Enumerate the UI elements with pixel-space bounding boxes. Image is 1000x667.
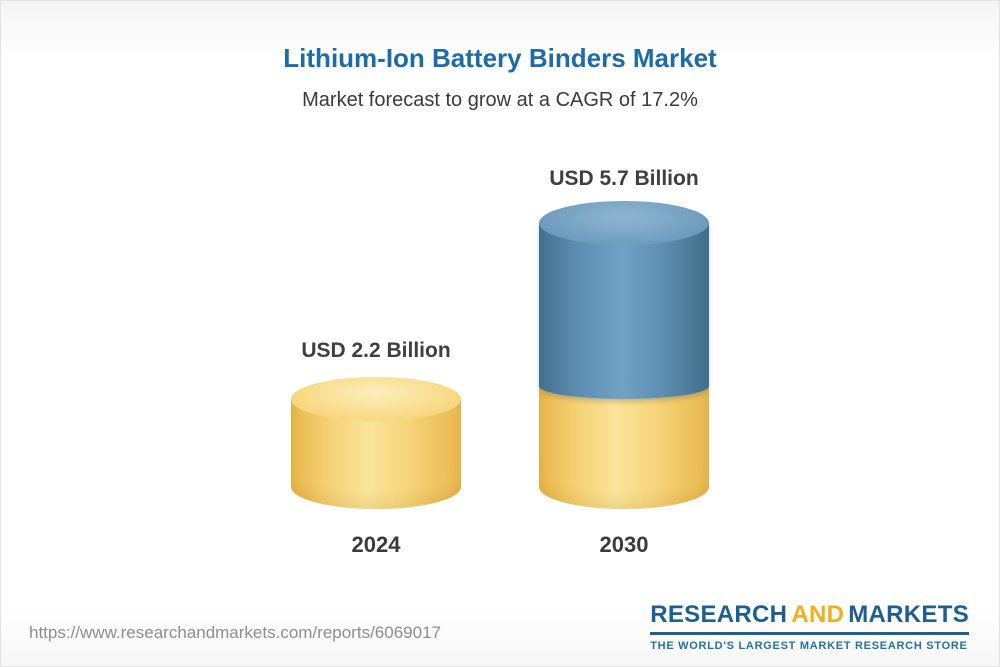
brand-tagline: THE WORLD'S LARGEST MARKET RESEARCH STOR…	[650, 640, 968, 652]
cylinder-2024	[291, 377, 461, 509]
brand-word-and: AND	[791, 601, 845, 628]
category-label-2030: 2030	[599, 532, 649, 557]
cylinder-2030-growth-segment	[539, 201, 709, 399]
cylinder-2024-cap	[291, 377, 461, 421]
brand-underline	[650, 632, 969, 635]
brand-wordmark: RESEARCH AND MARKETS	[650, 601, 969, 629]
cylinder-2030-cap	[539, 201, 709, 245]
value-label-2024: USD 2.2 Billion	[301, 339, 451, 362]
cylinder-2030-base-segment	[539, 385, 709, 509]
value-label-2030: USD 5.7 Billion	[549, 167, 699, 190]
brand-word-markets: MARKETS	[848, 601, 969, 628]
brand-logo: RESEARCH AND MARKETS THE WORLD'S LARGEST M…	[650, 601, 969, 652]
category-label-2024: 2024	[351, 532, 401, 557]
source-url[interactable]: https://www.researchandmarkets.com/repor…	[29, 623, 441, 642]
chart-subtitle: Market forecast to grow at a CAGR of 17.…	[302, 89, 698, 111]
chart-title: Lithium-Ion Battery Binders Market	[283, 43, 717, 73]
cylinder-2030	[539, 201, 709, 509]
brand-word-research: RESEARCH	[650, 601, 788, 628]
